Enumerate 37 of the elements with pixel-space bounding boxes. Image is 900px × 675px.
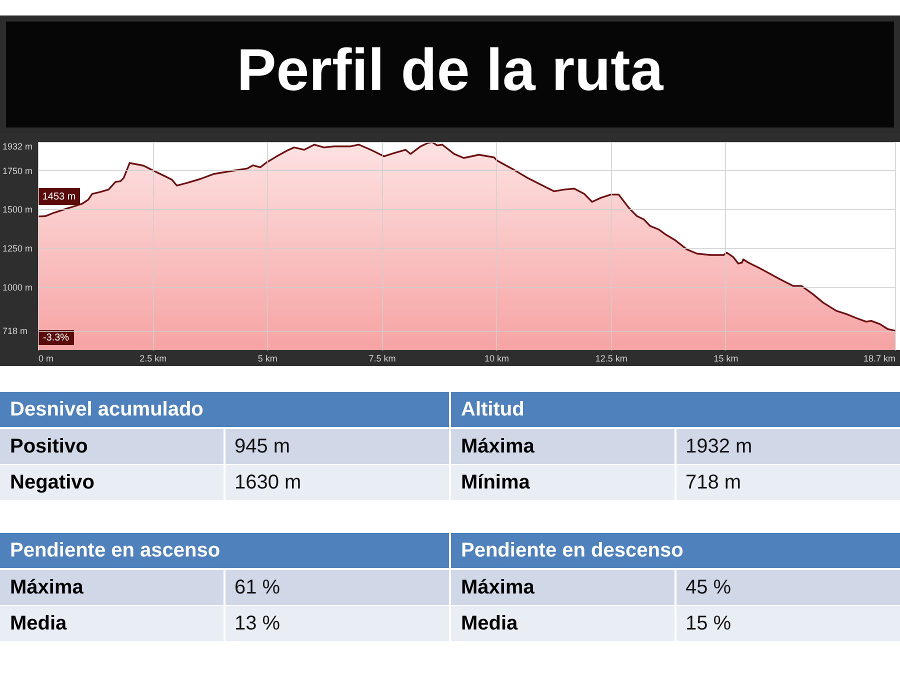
text: Pendiente en descenso [461, 540, 684, 562]
x-tick-label: 18.7 km [863, 354, 896, 364]
y-tick-label: 1750 m [2, 166, 33, 176]
x-tick-label: 2.5 km [140, 354, 167, 364]
text: Negativo [10, 472, 94, 494]
y-tick-label: 1000 m [2, 282, 33, 292]
text: 15 % [686, 612, 732, 634]
text: 61 % [234, 576, 280, 598]
y-tick-label: 1250 m [2, 244, 33, 254]
text: 1630 m [234, 472, 302, 494]
y-tick-label: 718 m [2, 326, 28, 336]
text: 45 % [686, 576, 732, 598]
text: Desnivel acumulado [10, 398, 204, 420]
text: Máxima [461, 576, 536, 598]
chart-title: Perfil de la ruta [236, 37, 664, 103]
text: Altitud [461, 398, 524, 420]
y-tick-label: 1932 m [2, 142, 33, 152]
text: Máxima [461, 436, 536, 458]
x-tick-label: 15 km [714, 354, 738, 364]
text: Pendiente en ascenso [10, 540, 220, 562]
x-tick-label: 7.5 km [368, 354, 396, 364]
annotation: 1453 m [42, 191, 76, 202]
annotation: -3.3% [42, 332, 70, 344]
text: Media [10, 612, 68, 634]
text: Media [461, 612, 519, 634]
x-tick-label: 10 km [484, 354, 510, 364]
text: 13 % [234, 612, 280, 634]
text: 945 m [234, 436, 290, 458]
x-tick-label: 5 km [258, 354, 278, 364]
x-tick-label: 12.5 km [595, 354, 628, 364]
text: Positivo [10, 436, 88, 458]
y-tick-label: 1500 m [2, 204, 33, 215]
text: 718 m [686, 472, 742, 494]
text: Mínima [461, 472, 531, 494]
text: 1932 m [686, 436, 752, 458]
x-tick-label: 0 m [38, 354, 54, 364]
text: Máxima [10, 576, 84, 598]
